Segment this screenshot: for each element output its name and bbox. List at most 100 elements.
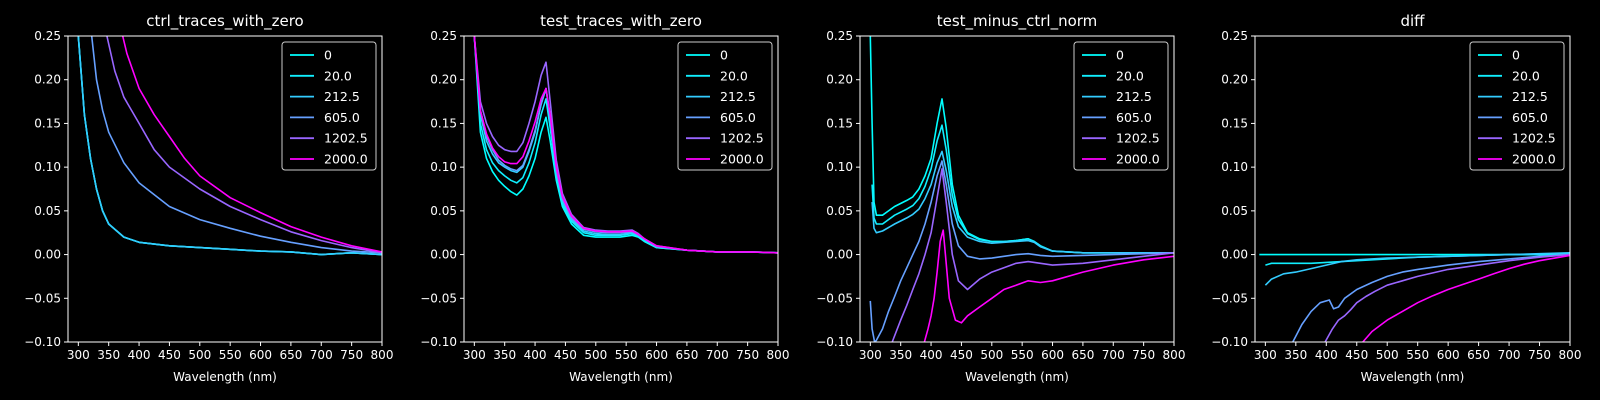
series-line-5 — [1324, 253, 1570, 342]
y-tick-label: −0.10 — [420, 335, 457, 349]
y-tick-label: 0.10 — [1221, 160, 1248, 174]
x-tick-label: 650 — [1071, 348, 1094, 362]
y-tick-label: −0.05 — [420, 291, 457, 305]
x-axis-label: Wavelength (nm) — [965, 370, 1069, 384]
y-tick-label: −0.10 — [816, 335, 853, 349]
x-tick-label: 600 — [645, 348, 668, 362]
y-tick-label: 0.05 — [430, 204, 457, 218]
y-tick-label: 0.00 — [1221, 248, 1248, 262]
x-tick-label: 500 — [584, 348, 607, 362]
y-tick-label: −0.10 — [24, 335, 61, 349]
legend-label: 605.0 — [324, 110, 360, 125]
legend-label: 2000.0 — [1512, 152, 1556, 167]
legend-label: 1202.5 — [1512, 131, 1556, 146]
x-tick-label: 500 — [1376, 348, 1399, 362]
series-group — [77, 36, 382, 256]
y-tick-label: 0.15 — [430, 116, 457, 130]
subplot-3: test_minus_ctrl_norm 300 350 400 450 500 550 60… — [816, 12, 1185, 384]
series-line-6 — [923, 229, 1174, 342]
x-tick-label: 450 — [950, 348, 973, 362]
x-tick-label: 450 — [554, 348, 577, 362]
y-tick-label: 0.20 — [430, 73, 457, 87]
series-line-6 — [473, 36, 778, 254]
x-tick-label: 450 — [1345, 348, 1368, 362]
y-tick-label: 0.20 — [34, 73, 61, 87]
subplot-1: ctrl_traces_with_zero 300 350 400 450 500 550 6… — [24, 12, 393, 384]
axes-frame — [859, 35, 1175, 343]
legend-label: 212.5 — [720, 89, 756, 104]
x-tick-label: 400 — [1315, 348, 1338, 362]
y-tick-label: 0.00 — [430, 248, 457, 262]
y-tick-label: 0.10 — [430, 160, 457, 174]
y-tick-label: 0.15 — [826, 116, 853, 130]
subplot-2: test_traces_with_zero 300 350 400 450 500 550 6… — [420, 12, 789, 384]
x-tick-label: 650 — [279, 348, 302, 362]
legend: 0 20.0 212.5 605.0 1202.5 2000.0 — [1469, 41, 1565, 171]
legend-label: 0 — [324, 48, 332, 63]
legend: 0 20.0 212.5 605.0 1202.5 2000.0 — [1073, 41, 1169, 171]
x-tick-label: 400 — [524, 348, 547, 362]
y-tick-label: 0.15 — [1221, 116, 1248, 130]
x-tick-label: 700 — [1498, 348, 1521, 362]
legend-label: 605.0 — [720, 110, 756, 125]
y-tick-label: 0.25 — [34, 29, 61, 43]
axes-frame — [463, 35, 779, 343]
x-tick-label: 300 — [463, 348, 486, 362]
legend-label: 0 — [1116, 48, 1124, 63]
series-group — [473, 36, 778, 254]
axes-frame — [67, 35, 383, 343]
legend-label: 605.0 — [1512, 110, 1548, 125]
x-tick-label: 600 — [1437, 348, 1460, 362]
legend-label: 20.0 — [324, 68, 352, 83]
y-tick-label: 0.05 — [1221, 204, 1248, 218]
y-tick-label: 0.25 — [826, 29, 853, 43]
x-tick-label: 300 — [859, 348, 882, 362]
axes-frame — [1254, 35, 1571, 343]
x-tick-label: 800 — [371, 348, 394, 362]
x-tick-label: 550 — [1406, 348, 1429, 362]
legend-label: 20.0 — [720, 68, 748, 83]
x-tick-label: 550 — [1011, 348, 1034, 362]
chart-title: diff — [1400, 12, 1425, 30]
y-tick-label: 0.10 — [826, 160, 853, 174]
series-line-3 — [77, 36, 382, 256]
x-tick-label: 800 — [1163, 348, 1186, 362]
series-line-4 — [90, 36, 382, 254]
x-tick-label: 750 — [340, 348, 363, 362]
y-tick-label: 0.25 — [430, 29, 457, 43]
series-line-6 — [121, 36, 382, 253]
series-line-3 — [1264, 252, 1570, 286]
subplot-4: diff 300 350 400 450 500 550 600 650 700 750 800 −0.… — [1211, 12, 1581, 384]
y-tick-label: −0.05 — [1211, 291, 1248, 305]
chart-title: test_minus_ctrl_norm — [937, 12, 1098, 31]
x-tick-label: 750 — [1528, 348, 1551, 362]
x-tick-label: 350 — [889, 348, 912, 362]
series-group — [869, 36, 1174, 342]
y-tick-label: 0.00 — [826, 248, 853, 262]
x-tick-label: 600 — [249, 348, 272, 362]
legend-label: 212.5 — [1116, 89, 1152, 104]
x-axis-label: Wavelength (nm) — [569, 370, 673, 384]
x-tick-label: 550 — [219, 348, 242, 362]
x-tick-label: 350 — [1284, 348, 1307, 362]
y-tick-label: 0.25 — [1221, 29, 1248, 43]
x-tick-label: 500 — [188, 348, 211, 362]
y-tick-label: −0.05 — [24, 291, 61, 305]
y-tick-label: 0.15 — [34, 116, 61, 130]
x-tick-label: 350 — [97, 348, 120, 362]
series-line-3 — [871, 150, 1174, 254]
legend-label: 20.0 — [1116, 68, 1144, 83]
legend-label: 212.5 — [1512, 89, 1548, 104]
legend: 0 20.0 212.5 605.0 1202.5 2000.0 — [677, 41, 773, 171]
x-tick-label: 650 — [1467, 348, 1490, 362]
x-tick-label: 700 — [706, 348, 729, 362]
y-tick-label: −0.10 — [1211, 335, 1248, 349]
x-tick-label: 700 — [1102, 348, 1125, 362]
chart-title: ctrl_traces_with_zero — [146, 12, 303, 31]
series-line-4 — [1292, 253, 1570, 342]
y-tick-label: 0.05 — [826, 204, 853, 218]
x-tick-label: 800 — [1559, 348, 1582, 362]
legend-label: 212.5 — [324, 89, 360, 104]
series-line-5 — [106, 36, 382, 254]
